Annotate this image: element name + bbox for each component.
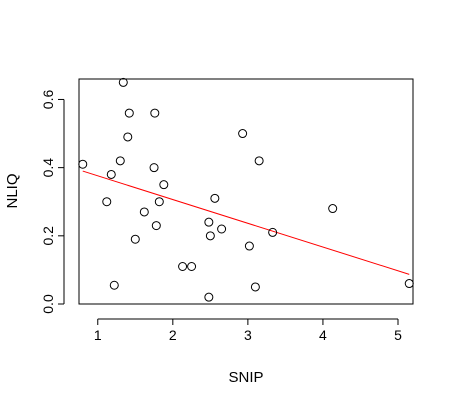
data-point bbox=[268, 227, 278, 237]
data-point bbox=[106, 169, 116, 179]
data-point bbox=[151, 221, 161, 231]
data-point bbox=[115, 156, 125, 166]
x-tick-label: 3 bbox=[244, 327, 252, 343]
data-point bbox=[204, 292, 214, 302]
regression-line bbox=[82, 170, 410, 275]
data-point bbox=[254, 156, 264, 166]
y-tick-label: 0.4 bbox=[40, 158, 56, 178]
x-tick-label: 2 bbox=[169, 327, 177, 343]
data-point bbox=[124, 108, 134, 118]
data-point bbox=[404, 279, 414, 289]
data-point bbox=[187, 262, 197, 271]
data-point bbox=[210, 193, 220, 203]
y-axis-label: NLIQ bbox=[4, 173, 21, 208]
data-point bbox=[139, 207, 149, 217]
data-point bbox=[238, 129, 248, 139]
x-axis: 1 2 3 4 5 bbox=[94, 318, 402, 343]
x-axis-label: SNIP bbox=[228, 369, 263, 386]
data-point bbox=[123, 132, 133, 142]
data-point bbox=[204, 217, 214, 227]
y-tick-label: 0.6 bbox=[40, 90, 56, 110]
data-point bbox=[102, 197, 112, 207]
data-point bbox=[328, 204, 338, 214]
data-point bbox=[150, 108, 160, 118]
data-point bbox=[217, 224, 227, 234]
data-points bbox=[78, 77, 414, 302]
data-point bbox=[154, 197, 164, 207]
data-point bbox=[130, 234, 140, 244]
data-point bbox=[250, 282, 260, 292]
y-axis: 0.0 0.2 0.4 0.6 bbox=[40, 90, 65, 314]
x-tick-label: 1 bbox=[94, 327, 102, 343]
data-point bbox=[159, 180, 169, 190]
data-point bbox=[244, 241, 254, 251]
x-tick-label: 4 bbox=[319, 327, 327, 343]
data-point bbox=[205, 231, 215, 241]
data-point bbox=[109, 280, 119, 290]
data-point bbox=[178, 262, 188, 271]
data-point bbox=[78, 159, 88, 169]
data-point bbox=[149, 163, 159, 173]
y-tick-label: 0.0 bbox=[40, 294, 56, 314]
plot-area-frame bbox=[78, 78, 414, 305]
data-point bbox=[118, 77, 128, 87]
y-tick-label: 0.2 bbox=[40, 226, 56, 246]
x-tick-label: 5 bbox=[394, 327, 402, 343]
